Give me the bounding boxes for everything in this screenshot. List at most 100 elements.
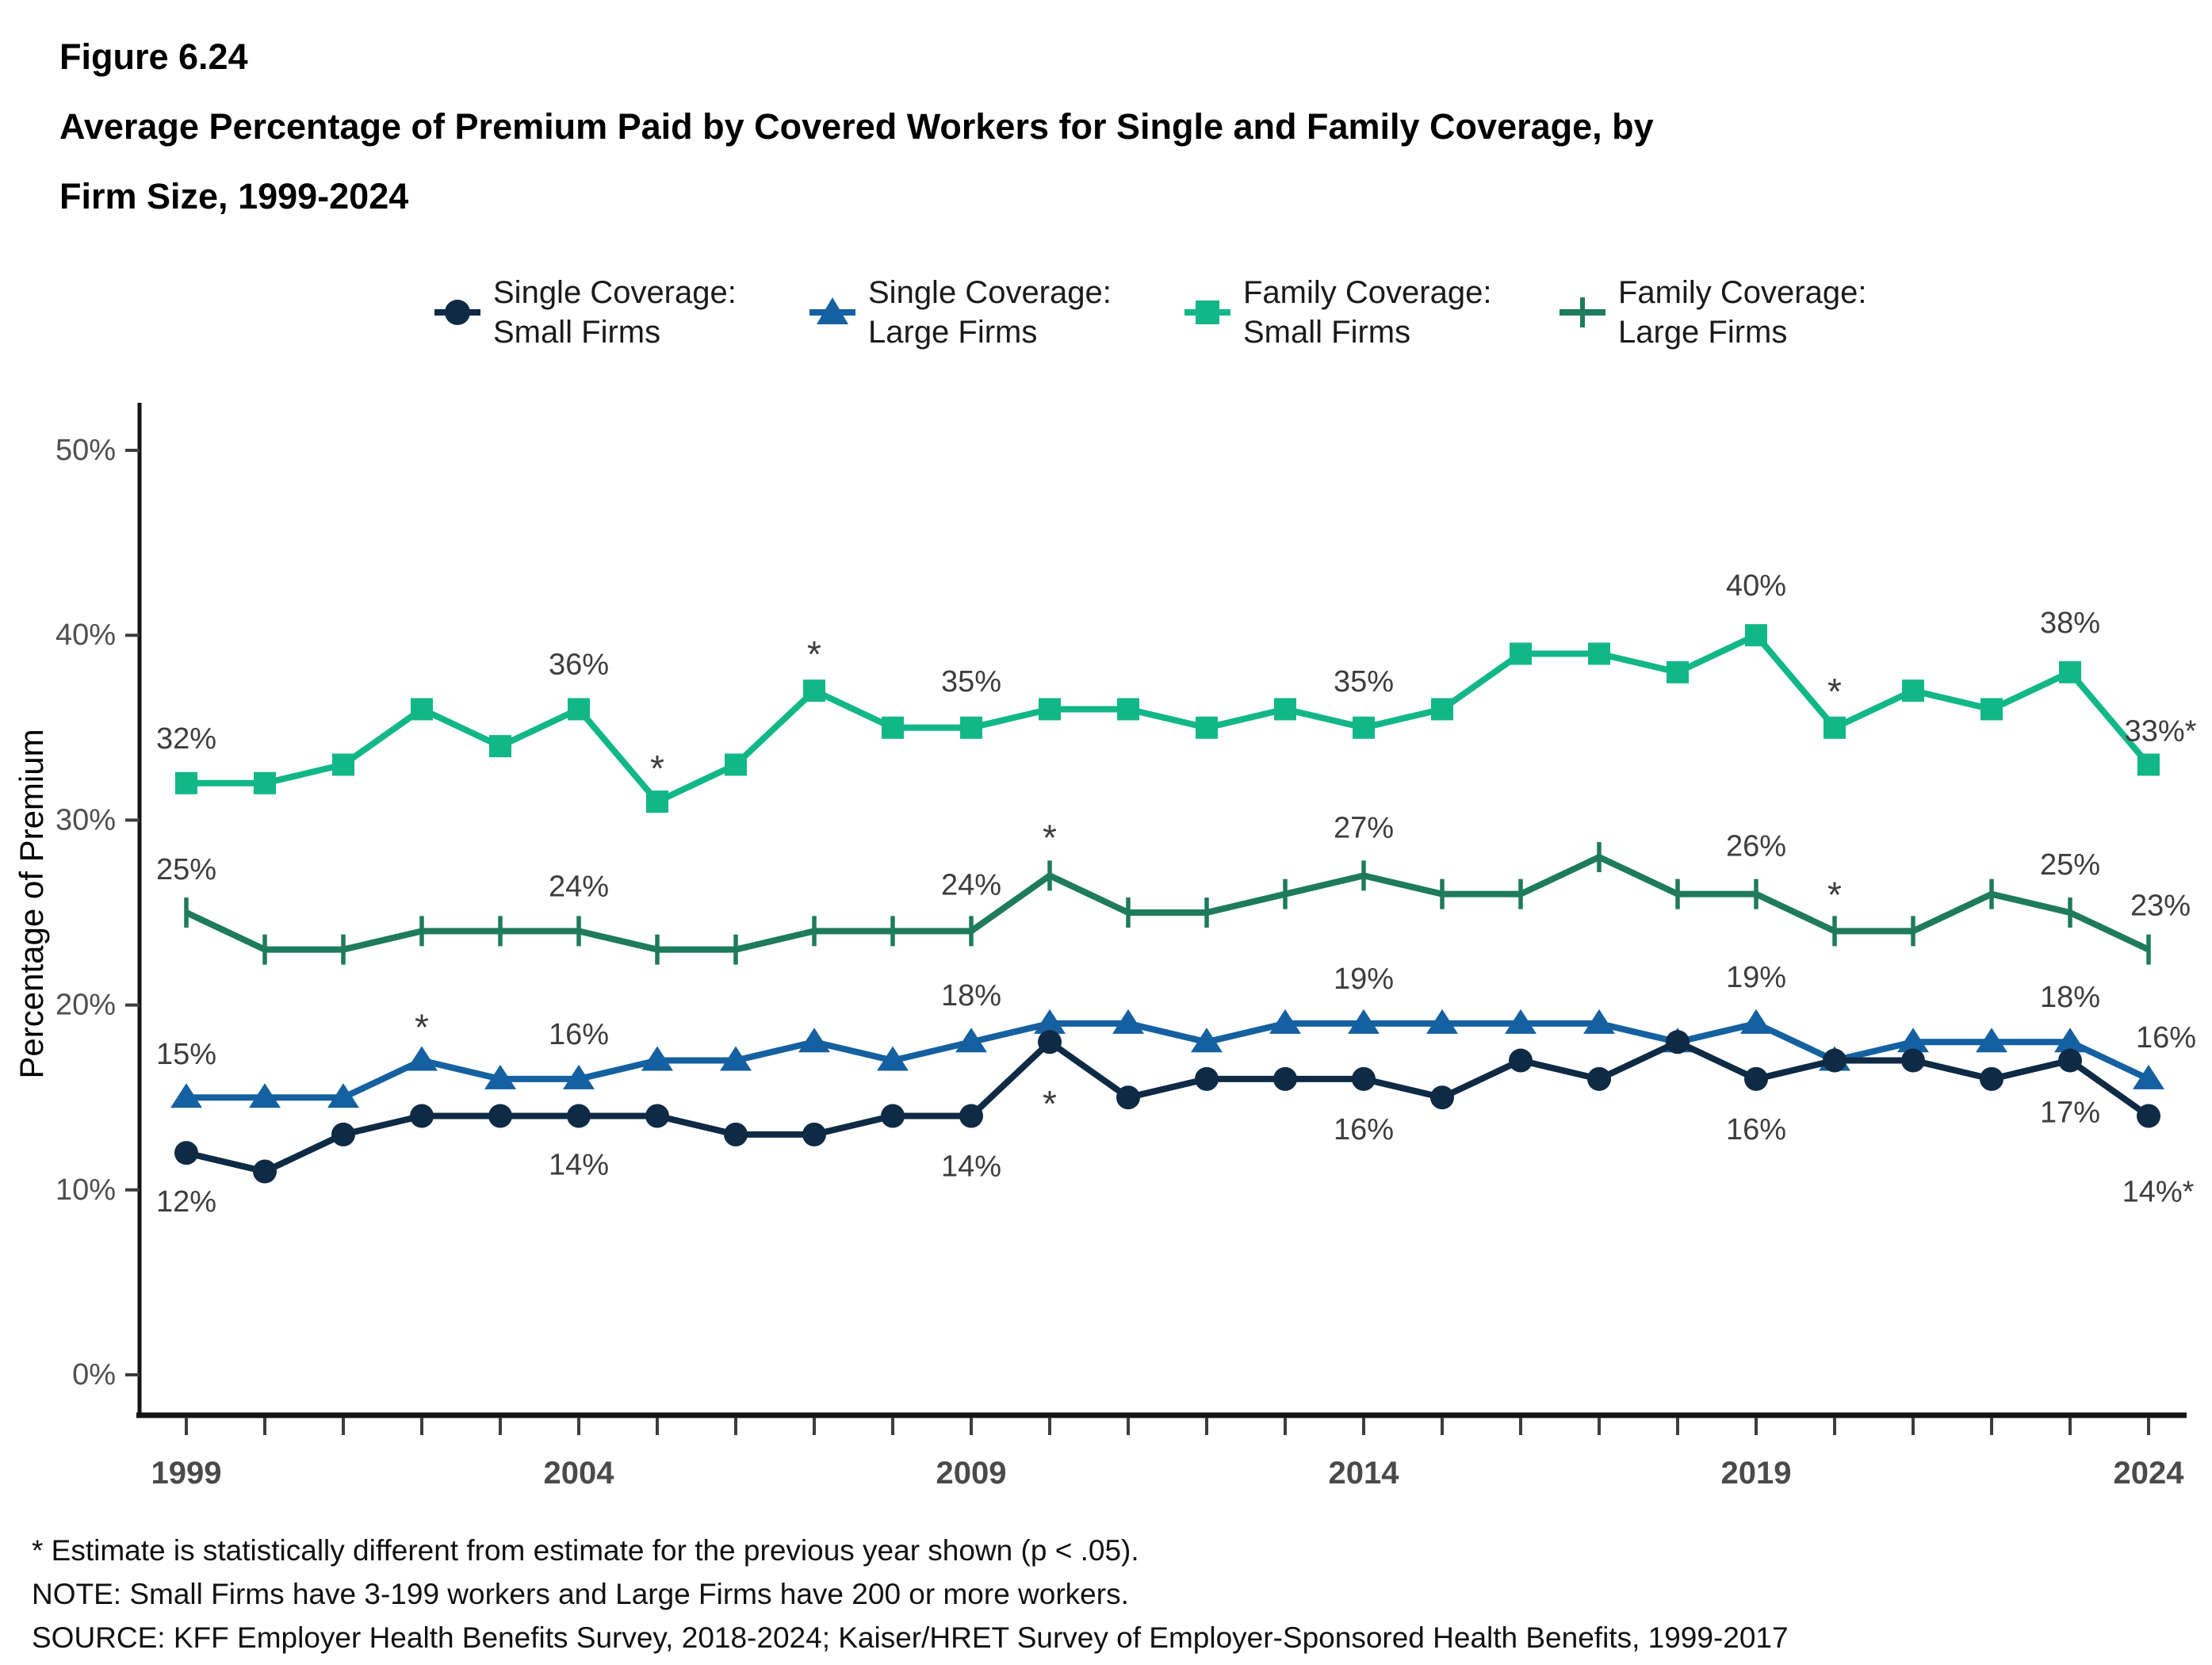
data-value-label: 16% (1334, 1113, 1394, 1146)
data-point-square (1902, 679, 1924, 702)
y-tick-label: 10% (55, 1173, 116, 1207)
x-tick-label: 1999 (151, 1456, 222, 1491)
data-point-square (803, 679, 825, 702)
legend-label-family-small: Family Coverage: Small Firms (1243, 273, 1491, 352)
data-point-square (1510, 642, 1532, 665)
legend-label-line2: Large Firms (868, 315, 1038, 350)
data-point-triangle (1583, 1009, 1615, 1034)
data-point-circle (1273, 1066, 1297, 1091)
data-point-circle (174, 1141, 198, 1166)
legend-label-line1: Single Coverage: (868, 275, 1112, 310)
data-value-label: 15% (156, 1038, 216, 1071)
figure-number: Figure 6.24 (59, 36, 248, 77)
legend-label-line2: Large Firms (1618, 315, 1788, 350)
data-point-triangle (1191, 1028, 1223, 1053)
legend-label-line2: Small Firms (493, 315, 661, 350)
data-point-circle (959, 1104, 983, 1128)
data-point-circle (1901, 1048, 1925, 1073)
x-tick-label: 2004 (544, 1456, 615, 1491)
data-point-triangle (2054, 1028, 2086, 1053)
data-point-triangle (1112, 1009, 1144, 1034)
data-point-square (2137, 753, 2160, 776)
data-value-label: 35% (1334, 665, 1394, 699)
data-point-circle (802, 1122, 826, 1146)
data-point-circle (253, 1159, 277, 1184)
data-point-triangle (484, 1064, 516, 1089)
legend-item-family-small: Family Coverage: Small Firms (1184, 273, 1559, 352)
data-point-square (1039, 698, 1061, 721)
data-value-label: 19% (1334, 963, 1394, 996)
data-point-square (489, 735, 511, 758)
data-point-square (646, 790, 668, 813)
legend-marker-shape (1196, 300, 1219, 324)
y-tick-label: 30% (55, 803, 116, 836)
data-point-square (1745, 624, 1767, 647)
data-point-triangle (249, 1083, 281, 1108)
data-point-square (1353, 716, 1375, 739)
data-value-label: 27% (1334, 811, 1394, 844)
data-point-square (332, 753, 354, 776)
data-point-triangle (720, 1046, 752, 1071)
data-point-triangle (327, 1083, 359, 1108)
data-point-square (1431, 698, 1453, 721)
data-point-triangle (1269, 1009, 1301, 1034)
square-marker-icon (1184, 273, 1230, 352)
data-point-square (1667, 660, 1689, 683)
y-tick-label: 50% (55, 434, 116, 467)
data-value-label: 33%* (2125, 714, 2197, 748)
data-point-square (411, 698, 433, 721)
data-point-square (2059, 660, 2081, 683)
data-point-circle (1823, 1048, 1847, 1073)
significance-star: * (1043, 1083, 1057, 1124)
figure-title-line1: Average Percentage of Premium Paid by Co… (59, 106, 1654, 147)
data-point-circle (1430, 1085, 1454, 1110)
data-point-circle (1195, 1066, 1219, 1091)
data-point-square (568, 698, 590, 721)
y-tick-label: 40% (55, 618, 116, 652)
legend-marker-shape (817, 297, 848, 324)
data-point-square (1588, 642, 1610, 665)
data-point-circle (1744, 1066, 1768, 1091)
figure-title-block: Figure 6.24 Average Percentage of Premiu… (59, 22, 1654, 232)
y-tick-label: 0% (72, 1358, 116, 1391)
data-point-circle (1116, 1085, 1140, 1110)
legend-label-line1: Family Coverage: (1243, 275, 1492, 310)
data-point-square (175, 771, 197, 794)
data-point-triangle (1897, 1028, 1929, 1053)
series-line-single-coverage-small-firms (186, 1038, 2151, 1175)
data-point-square (254, 771, 276, 794)
series-line-family-coverage-large-firms (185, 853, 2150, 953)
significance-star: * (1827, 874, 1842, 915)
footnote-source: SOURCE: KFF Employer Health Benefits Sur… (32, 1621, 1789, 1654)
data-value-label: 14% (549, 1149, 609, 1182)
legend-label-family-large: Family Coverage: Large Firms (1618, 273, 1866, 352)
data-point-triangle (1034, 1009, 1066, 1034)
data-value-label: 38% (2040, 607, 2100, 640)
data-point-triangle (877, 1046, 909, 1071)
legend-label-single-large: Single Coverage: Large Firms (868, 273, 1112, 352)
data-point-square (1824, 716, 1846, 739)
footnote-significance: * Estimate is statistically different fr… (32, 1534, 1139, 1567)
data-point-triangle (2133, 1064, 2164, 1089)
data-point-circle (1352, 1066, 1376, 1091)
data-value-label: 14% (941, 1150, 1001, 1184)
data-value-label: 12% (156, 1185, 216, 1219)
data-point-circle (1980, 1066, 2003, 1091)
tick-marker-icon (1559, 273, 1605, 352)
legend-marker-shape (445, 300, 470, 325)
data-value-label: 25% (2040, 848, 2100, 882)
data-point-triangle (1976, 1028, 2007, 1053)
data-point-circle (567, 1104, 591, 1128)
data-point-circle (1509, 1048, 1533, 1073)
data-value-label: 17% (2040, 1097, 2100, 1130)
data-point-circle (1038, 1030, 1062, 1054)
data-point-circle (1587, 1066, 1611, 1091)
data-value-label: 40% (1726, 569, 1786, 603)
data-point-square (1117, 698, 1139, 721)
data-point-triangle (1505, 1009, 1537, 1034)
data-point-square (960, 716, 982, 739)
data-point-circle (881, 1104, 905, 1128)
data-point-triangle (641, 1046, 673, 1071)
data-value-label: 36% (549, 648, 609, 681)
